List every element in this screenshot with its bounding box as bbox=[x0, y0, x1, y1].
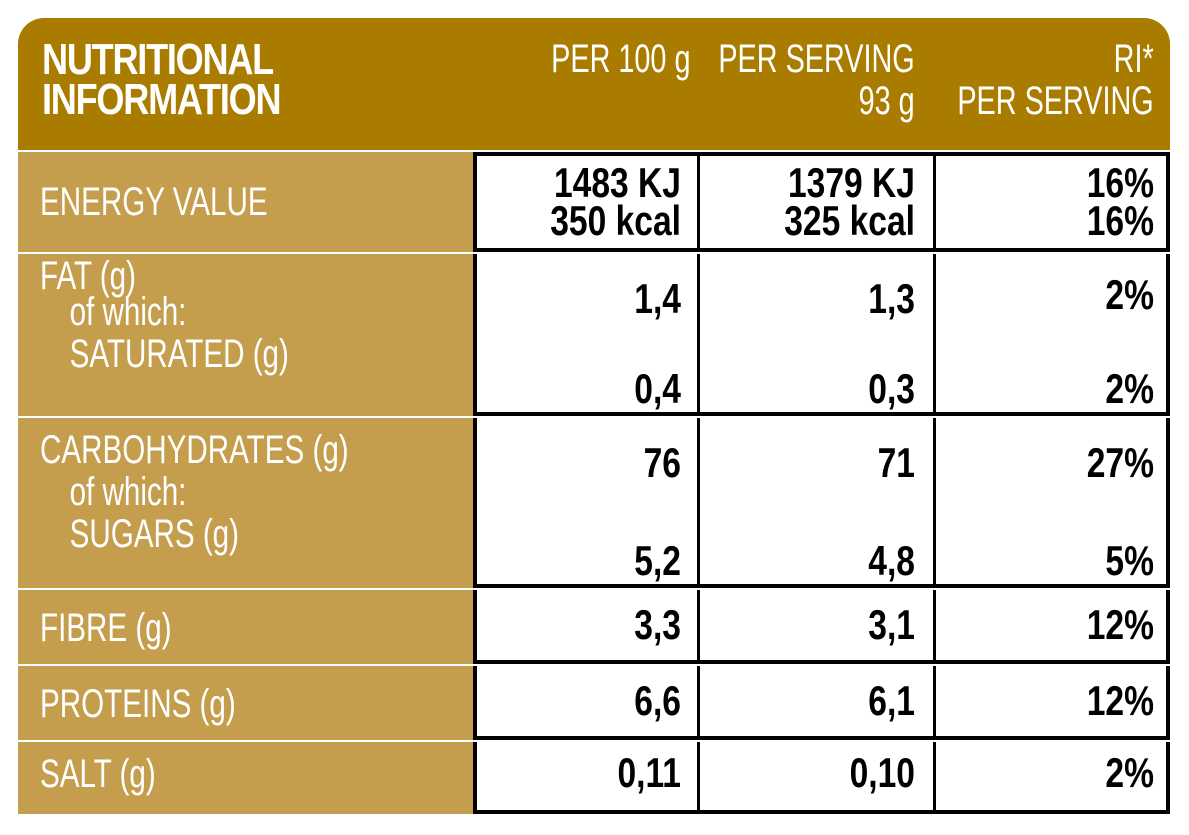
sub-value: 0,3 bbox=[868, 365, 915, 412]
value-kj: 1483 KJ bbox=[553, 159, 681, 206]
value: 0,10 bbox=[849, 749, 915, 796]
serving-size-label: 93 g bbox=[858, 79, 915, 123]
fat-ri: 2% 2% bbox=[936, 254, 1166, 412]
row-proteins: PROTEINS (g) 6,6 6,1 12% bbox=[18, 664, 1170, 740]
column-header-ri: RI* PER SERVING bbox=[958, 38, 1154, 122]
value: 6,1 bbox=[868, 677, 915, 724]
per-100g-label: PER 100 g bbox=[550, 37, 690, 81]
value: 71 bbox=[877, 439, 915, 486]
energy-label: ENERGY VALUE bbox=[40, 180, 268, 224]
sub-value: 0,4 bbox=[634, 365, 681, 412]
row-energy: ENERGY VALUE 1483 KJ 350 kcal 1379 KJ 32… bbox=[18, 150, 1170, 252]
value: 3,3 bbox=[634, 601, 681, 648]
value: 2% bbox=[1105, 271, 1154, 318]
fat-per100: 1,4 0,4 bbox=[477, 254, 700, 412]
value: 12% bbox=[1086, 601, 1154, 648]
energy-serving: 1379 KJ 325 kcal bbox=[700, 156, 936, 248]
sub-value: 5,2 bbox=[634, 537, 681, 584]
value: 1,3 bbox=[868, 275, 915, 322]
fibre-ri: 12% bbox=[936, 590, 1166, 660]
carbs-ri: 27% 5% bbox=[936, 418, 1166, 584]
proteins-label: PROTEINS (g) bbox=[40, 682, 236, 726]
value: 76 bbox=[643, 439, 681, 486]
energy-per100: 1483 KJ 350 kcal bbox=[477, 156, 700, 248]
fibre-label: FIBRE (g) bbox=[40, 606, 172, 650]
row-fat: FAT (g) of which: SATURATED (g) 1,4 0,4 … bbox=[18, 252, 1170, 416]
value-ri-kcal: 16% bbox=[1086, 197, 1154, 244]
row-label: CARBOHYDRATES (g) of which: SUGARS (g) bbox=[18, 418, 473, 588]
column-header-per-100g: PER 100 g bbox=[551, 38, 690, 80]
proteins-ri: 12% bbox=[936, 666, 1166, 736]
title-line-1: NUTRITIONAL bbox=[42, 35, 274, 84]
proteins-per100: 6,6 bbox=[477, 666, 700, 736]
fibre-serving: 3,1 bbox=[700, 590, 936, 660]
row-label: ENERGY VALUE bbox=[18, 152, 473, 252]
ri-per-serving-label: PER SERVING bbox=[957, 79, 1154, 123]
salt-label: SALT (g) bbox=[40, 752, 156, 796]
nutrition-table: NUTRITIONAL INFORMATION PER 100 g PER SE… bbox=[18, 18, 1170, 814]
value: 27% bbox=[1086, 439, 1154, 486]
carbs-per100: 76 5,2 bbox=[477, 418, 700, 584]
sub-value: 4,8 bbox=[868, 537, 915, 584]
value-kcal: 350 kcal bbox=[550, 197, 681, 244]
saturated-label: SATURATED (g) bbox=[69, 332, 289, 376]
carbohydrates-label: CARBOHYDRATES (g) bbox=[40, 428, 349, 472]
value-kcal: 325 kcal bbox=[784, 197, 915, 244]
value: 12% bbox=[1086, 677, 1154, 724]
value-kj: 1379 KJ bbox=[787, 159, 915, 206]
salt-per100: 0,11 bbox=[477, 742, 700, 810]
proteins-serving: 6,1 bbox=[700, 666, 936, 736]
row-label: FAT (g) of which: SATURATED (g) bbox=[18, 254, 473, 416]
per-serving-label: PER SERVING bbox=[718, 37, 915, 81]
sub-value: 2% bbox=[1105, 365, 1154, 412]
column-header-per-serving: PER SERVING 93 g bbox=[719, 38, 915, 122]
salt-ri: 2% bbox=[936, 742, 1166, 810]
row-label: SALT (g) bbox=[18, 742, 473, 814]
fat-serving: 1,3 0,3 bbox=[700, 254, 936, 412]
table-title: NUTRITIONAL INFORMATION bbox=[42, 35, 282, 124]
row-fibre: FIBRE (g) 3,3 3,1 12% bbox=[18, 588, 1170, 664]
value-ri-kj: 16% bbox=[1086, 159, 1154, 206]
sub-value: 5% bbox=[1105, 537, 1154, 584]
row-label: PROTEINS (g) bbox=[18, 666, 473, 740]
value: 3,1 bbox=[868, 601, 915, 648]
value: 0,11 bbox=[617, 749, 681, 796]
of-which-label: of which: bbox=[69, 470, 187, 514]
value: 6,6 bbox=[634, 677, 681, 724]
of-which-label: of which: bbox=[69, 290, 187, 334]
title-line-2: INFORMATION bbox=[42, 75, 282, 124]
row-carbohydrates: CARBOHYDRATES (g) of which: SUGARS (g) 7… bbox=[18, 416, 1170, 588]
value: 2% bbox=[1105, 749, 1154, 796]
fibre-per100: 3,3 bbox=[477, 590, 700, 660]
ri-label: RI* bbox=[1113, 37, 1154, 81]
row-salt: SALT (g) 0,11 0,10 2% bbox=[18, 740, 1170, 814]
carbs-serving: 71 4,8 bbox=[700, 418, 936, 584]
value: 1,4 bbox=[634, 275, 681, 322]
row-label: FIBRE (g) bbox=[18, 590, 473, 664]
fat-label: FAT (g) bbox=[40, 254, 136, 298]
table-header: NUTRITIONAL INFORMATION PER 100 g PER SE… bbox=[18, 18, 1170, 150]
salt-serving: 0,10 bbox=[700, 742, 936, 810]
energy-ri: 16% 16% bbox=[936, 156, 1166, 248]
sugars-label: SUGARS (g) bbox=[69, 512, 240, 556]
